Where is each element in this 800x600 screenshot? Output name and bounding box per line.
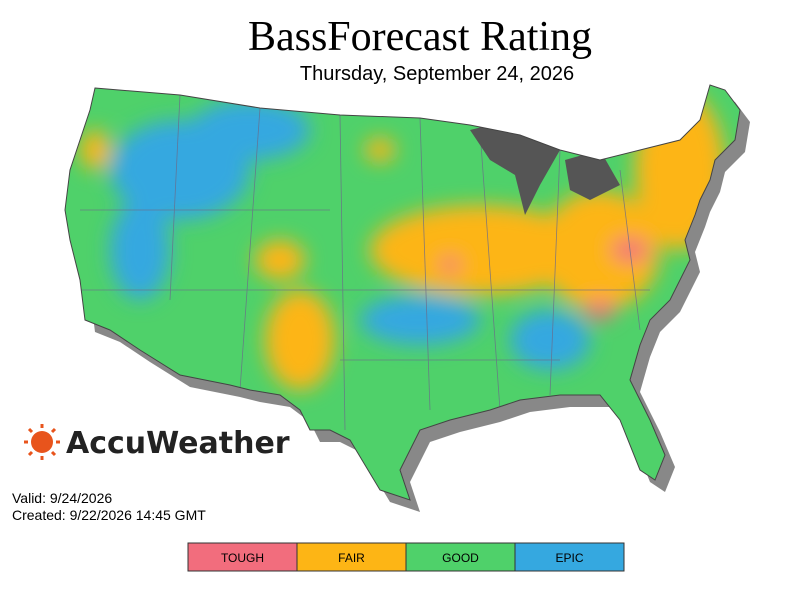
legend-swatch <box>405 542 516 572</box>
legend-swatch <box>514 542 625 572</box>
valid-date: Valid: 9/24/2026 <box>12 490 112 506</box>
title: BassForecast Rating <box>248 14 592 60</box>
legend-label: TOUGH <box>221 551 264 565</box>
legend-swatch <box>296 542 407 572</box>
legend-label: EPIC <box>555 551 583 565</box>
brand-logo: AccuWeather <box>24 424 290 461</box>
legend: TOUGH FAIR GOOD EPIC <box>187 542 625 572</box>
legend-label: GOOD <box>442 551 479 565</box>
brand-name: AccuWeather <box>66 426 290 461</box>
created-date: Created: 9/22/2026 14:45 GMT <box>12 507 206 523</box>
subtitle: Thursday, September 24, 2026 <box>300 63 574 85</box>
legend-swatch <box>187 542 298 572</box>
legend-label: FAIR <box>338 551 365 565</box>
